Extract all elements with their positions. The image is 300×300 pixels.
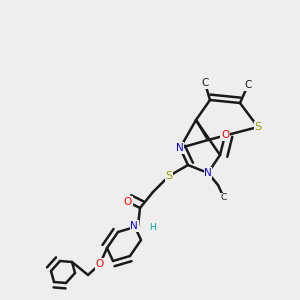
Text: S: S [165, 171, 172, 181]
Text: C: C [244, 80, 252, 90]
Text: C: C [201, 78, 209, 88]
Text: O: O [221, 130, 229, 140]
Text: H: H [148, 224, 155, 232]
Text: C: C [221, 194, 227, 202]
Text: C: C [202, 79, 208, 88]
Text: N: N [176, 143, 184, 153]
Text: N: N [130, 221, 138, 231]
Text: O: O [124, 197, 132, 207]
Text: O: O [96, 259, 104, 269]
Text: N: N [204, 168, 212, 178]
Text: C: C [245, 80, 251, 89]
Text: S: S [254, 122, 262, 132]
